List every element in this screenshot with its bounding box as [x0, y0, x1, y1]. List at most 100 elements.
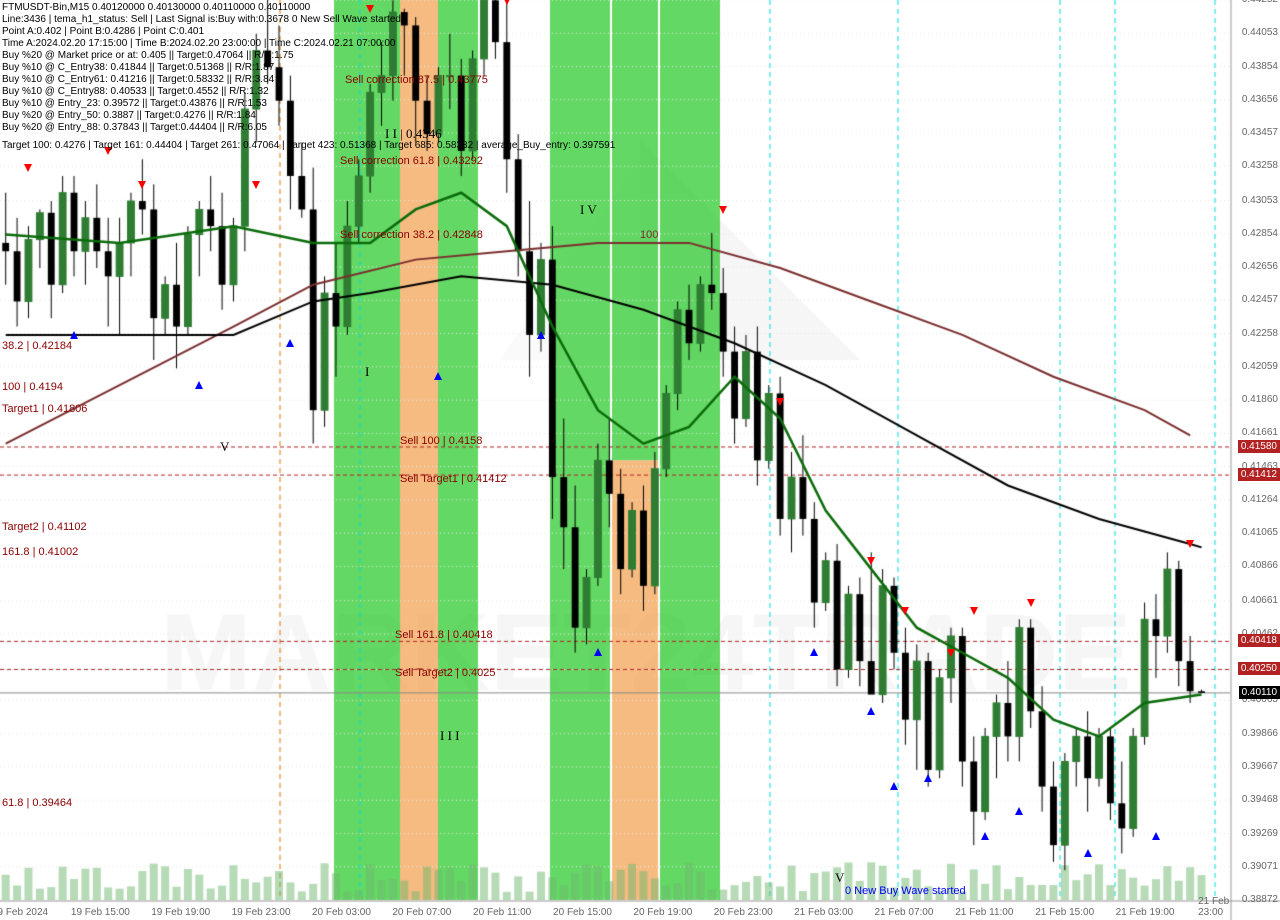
times-info: Time A:2024.02.20 17:15:00 | Time B:2024… [2, 38, 395, 49]
x-tick-label: 20 Feb 19:00 [633, 907, 692, 918]
annotation-sell-1618: Sell 161.8 | 0.40418 [395, 629, 493, 641]
sell-arrow-icon [252, 181, 260, 189]
x-tick-label: 20 Feb 23:00 [714, 907, 773, 918]
buy-line-1: Buy %20 @ Market price or at: 0.405 || T… [2, 50, 294, 61]
y-tick-label: 0.41065 [1242, 527, 1278, 538]
annotation-sell-target1: Sell Target1 | 0.41412 [400, 473, 507, 485]
buy-line-3: Buy %10 @ C_Entry61: 0.41216 || Target:0… [2, 74, 274, 85]
x-tick-label: 20 Feb 03:00 [312, 907, 371, 918]
chart-canvas[interactable] [0, 0, 1280, 920]
buy-arrow-icon [867, 707, 875, 715]
x-tick-label: 20 Feb 07:00 [392, 907, 451, 918]
targets-line: Target 100: 0.4276 | Target 161: 0.44404… [2, 140, 615, 151]
x-tick-label: 21 Feb 15:00 [1035, 907, 1094, 918]
y-tick-label: 0.39071 [1242, 861, 1278, 872]
buy-line-4: Buy %10 @ C_Entry88: 0.40533 || Target:0… [2, 86, 269, 97]
buy-arrow-icon [537, 331, 545, 339]
annotation-new-buy-wave: 0 New Buy Wave started [845, 885, 966, 897]
annotation-iv: I V [580, 202, 597, 218]
annotation-wave38: 38.2 | 0.42184 [2, 340, 72, 352]
annotation-target1: Target1 | 0.41806 [2, 403, 87, 415]
annotation-sell-corr-618: Sell correction 61.8 | 0.43292 [340, 155, 483, 167]
x-tick-label: 21 Feb 19:00 [1116, 907, 1175, 918]
y-tick-label: 0.39269 [1242, 828, 1278, 839]
annotation-v: V [220, 439, 229, 455]
x-tick-label: 21 Feb 11:00 [955, 907, 1013, 918]
annotation-iii: I I I [440, 728, 460, 744]
annotation-i: I [365, 364, 369, 380]
sell-arrow-icon [138, 181, 146, 189]
sell-arrow-icon [366, 5, 374, 13]
buy-line-5: Buy %10 @ Entry_23: 0.39572 || Target:0.… [2, 98, 267, 109]
y-tick-label: 0.43854 [1242, 61, 1278, 72]
buy-arrow-icon [1015, 807, 1023, 815]
sell-arrow-icon [1186, 540, 1194, 548]
buy-arrow-icon [286, 339, 294, 347]
y-tick-label: 0.40866 [1242, 560, 1278, 571]
line-status: Line:3436 | tema_h1_status: Sell | Last … [2, 14, 401, 25]
annotation-sell-100: Sell 100 | 0.4158 [400, 435, 482, 447]
buy-arrow-icon [434, 372, 442, 380]
annotation-target2: Target2 | 0.41102 [2, 521, 87, 533]
buy-arrow-icon [70, 331, 78, 339]
annotation-v-bottom: V [835, 870, 844, 886]
y-tick-label: 0.41661 [1242, 427, 1278, 438]
price-tag-3: 0.40418 [1238, 634, 1280, 647]
y-tick-label: 0.43457 [1242, 127, 1278, 138]
y-tick-label: 0.42457 [1242, 294, 1278, 305]
annotation-sell-target2: Sell Target2 | 0.4025 [395, 667, 496, 679]
y-tick-label: 0.41860 [1242, 394, 1278, 405]
y-tick-label: 0.42656 [1242, 261, 1278, 272]
y-tick-label: 0.42258 [1242, 328, 1278, 339]
x-tick-label: 19 Feb 15:00 [71, 907, 130, 918]
x-tick-label: 21 Feb 03:00 [794, 907, 853, 918]
buy-arrow-icon [594, 648, 602, 656]
sell-arrow-icon [24, 164, 32, 172]
sell-arrow-icon [503, 0, 511, 5]
x-tick-label: 21 Feb 23:00 [1198, 896, 1253, 918]
y-tick-label: 0.39468 [1242, 794, 1278, 805]
annotation-sell-corr-875: Sell correction 87.5 | 0.43775 [345, 74, 488, 86]
buy-arrow-icon [195, 381, 203, 389]
buy-arrow-icon [924, 774, 932, 782]
buy-arrow-icon [981, 832, 989, 840]
chart-container: FTMUSDT-Bin,M15 0.40120000 0.40130000 0.… [0, 0, 1280, 920]
annotation-d161: 161.8 | 0.41002 [2, 546, 78, 558]
y-tick-label: 0.39667 [1242, 761, 1278, 772]
y-tick-label: 0.40661 [1242, 595, 1278, 606]
price-tag-1: 0.41580 [1238, 440, 1280, 453]
symbol-ohlc: FTMUSDT-Bin,M15 0.40120000 0.40130000 0.… [2, 2, 310, 13]
sell-arrow-icon [947, 649, 955, 657]
x-tick-label: 19 Feb 19:00 [151, 907, 210, 918]
annotation-sell-corr-382: Sell correction 38.2 | 0.42848 [340, 229, 483, 241]
x-tick-label: 19 Feb 2024 [0, 907, 48, 918]
price-tag-4: 0.40250 [1238, 662, 1280, 675]
buy-line-6: Buy %20 @ Entry_50: 0.3887 || Target:0.4… [2, 110, 256, 121]
price-tag-current: 0.40110 [1239, 686, 1280, 699]
annotation-618: 61.8 | 0.39464 [2, 797, 72, 809]
sell-arrow-icon [970, 607, 978, 615]
buy-arrow-icon [810, 648, 818, 656]
y-tick-label: 0.44252 [1242, 0, 1278, 5]
y-tick-label: 0.41264 [1242, 494, 1278, 505]
y-tick-label: 0.43053 [1242, 195, 1278, 206]
price-tag-2: 0.41412 [1238, 468, 1280, 481]
x-tick-label: 20 Feb 11:00 [473, 907, 531, 918]
y-tick-label: 0.39866 [1242, 728, 1278, 739]
x-tick-label: 20 Feb 15:00 [553, 907, 612, 918]
points-info: Point A:0.402 | Point B:0.4286 | Point C… [2, 26, 204, 37]
sell-arrow-icon [1027, 599, 1035, 607]
buy-arrow-icon [1152, 832, 1160, 840]
y-tick-label: 0.42059 [1242, 361, 1278, 372]
annotation-100: 100 [640, 229, 658, 241]
sell-arrow-icon [776, 398, 784, 406]
buy-arrow-icon [890, 782, 898, 790]
y-tick-label: 0.43258 [1242, 160, 1278, 171]
y-tick-label: 0.44053 [1242, 27, 1278, 38]
x-tick-label: 21 Feb 07:00 [874, 907, 933, 918]
x-tick-label: 19 Feb 23:00 [232, 907, 291, 918]
y-tick-label: 0.43656 [1242, 94, 1278, 105]
buy-arrow-icon [1084, 849, 1092, 857]
sell-arrow-icon [719, 206, 727, 214]
y-tick-label: 0.42854 [1242, 228, 1278, 239]
